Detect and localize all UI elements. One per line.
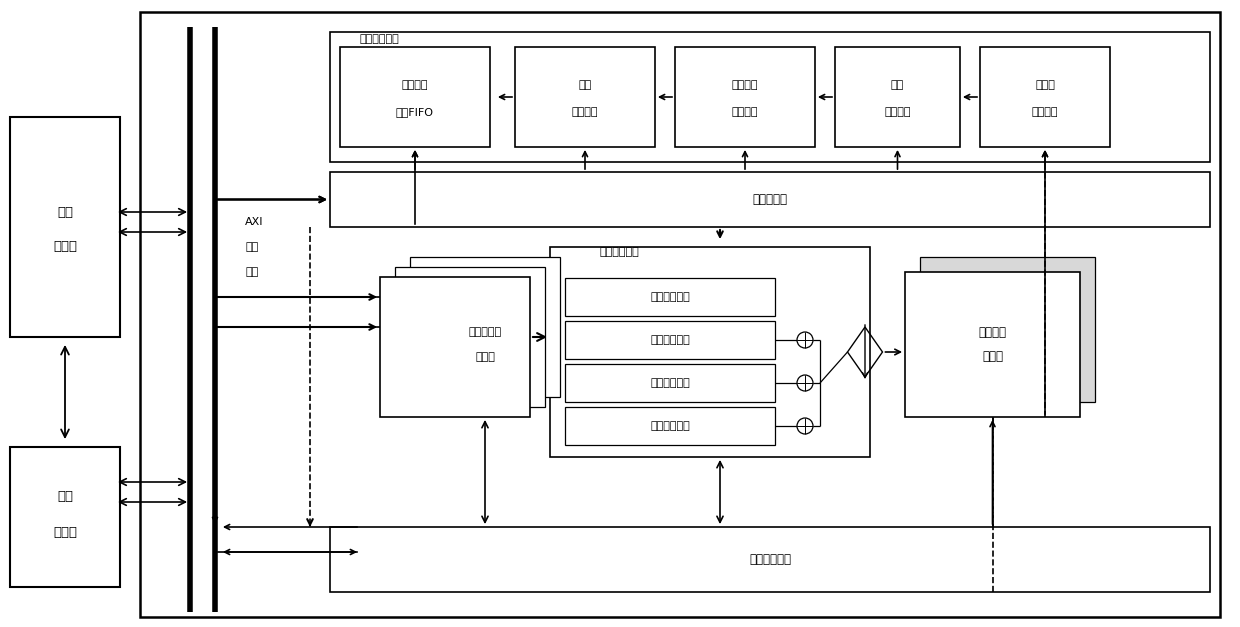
Bar — [330, 32, 1210, 162]
Bar — [565, 364, 775, 402]
Bar — [835, 47, 960, 147]
Text: 结果处理模块: 结果处理模块 — [360, 34, 399, 44]
Text: 处理模块: 处理模块 — [572, 107, 598, 117]
Text: 卷积计算单元: 卷积计算单元 — [650, 335, 689, 345]
Text: 池化: 池化 — [890, 80, 904, 90]
Text: 缓存区: 缓存区 — [982, 350, 1003, 364]
Bar — [340, 47, 490, 147]
Text: 处理模块: 处理模块 — [884, 107, 910, 117]
Text: 处理模块: 处理模块 — [732, 107, 758, 117]
Text: 处理器: 处理器 — [53, 525, 77, 539]
Text: 卷积计算单元: 卷积计算单元 — [650, 378, 689, 388]
Bar — [920, 257, 1095, 402]
Bar — [379, 277, 529, 417]
Text: AXI: AXI — [246, 217, 263, 227]
Bar — [565, 278, 775, 316]
Text: 激活函数: 激活函数 — [732, 80, 758, 90]
Bar — [675, 47, 815, 147]
Bar — [905, 272, 1080, 417]
Text: 标准化: 标准化 — [1035, 80, 1055, 90]
Text: 处理模块: 处理模块 — [1032, 107, 1058, 117]
Text: 存储器: 存储器 — [53, 241, 77, 253]
Bar — [330, 527, 1210, 592]
Bar — [980, 47, 1110, 147]
Bar — [410, 257, 560, 397]
Text: 卷积计算单元: 卷积计算单元 — [650, 292, 689, 302]
Bar — [565, 407, 775, 445]
Text: 片外: 片外 — [57, 490, 73, 503]
Text: 输出结果: 输出结果 — [402, 80, 428, 90]
Text: 卷积计算模块: 卷积计算模块 — [600, 247, 640, 257]
Text: 缓存区: 缓存区 — [475, 352, 495, 362]
Text: 数据调度模块: 数据调度模块 — [749, 553, 791, 566]
Bar — [515, 47, 655, 147]
Bar — [551, 247, 870, 457]
Text: 缓冲FIFO: 缓冲FIFO — [396, 107, 434, 117]
Bar — [140, 12, 1220, 617]
Text: 模式配置器: 模式配置器 — [753, 193, 787, 206]
Bar — [10, 117, 120, 337]
Text: 量化: 量化 — [578, 80, 591, 90]
Text: 总线: 总线 — [246, 242, 258, 252]
Bar — [565, 321, 775, 359]
Bar — [330, 172, 1210, 227]
Text: 片外: 片外 — [57, 206, 73, 218]
Text: 卷积计算单元: 卷积计算单元 — [650, 421, 689, 431]
Text: 待计算数据: 待计算数据 — [469, 327, 501, 337]
Text: 接口: 接口 — [246, 267, 258, 277]
Bar — [10, 447, 120, 587]
Bar — [396, 267, 546, 407]
Text: 卷积结果: 卷积结果 — [978, 325, 1007, 339]
